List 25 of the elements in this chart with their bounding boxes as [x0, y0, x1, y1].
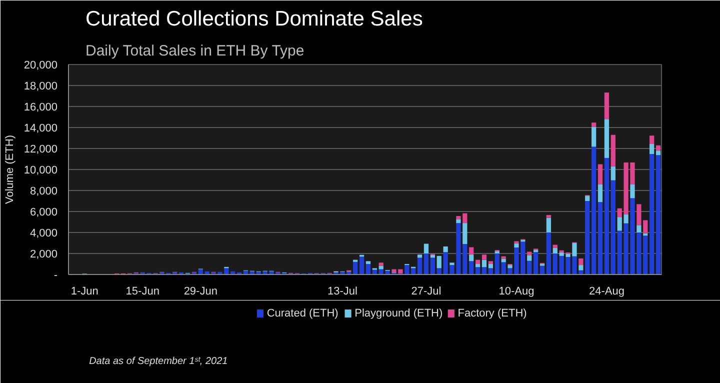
x-tick-label: 1-Jun — [70, 286, 98, 298]
y-tick-label: 18,000 — [24, 80, 58, 92]
legend-label: Factory (ETH) — [458, 308, 527, 320]
x-tick-label: 27-Jul — [411, 286, 442, 298]
y-tick-label: 12,000 — [24, 144, 58, 156]
x-tick-label: 13-Jul — [327, 286, 358, 298]
y-tick-label: 2,000 — [30, 248, 58, 260]
y-tick-label: 20,000 — [24, 60, 58, 72]
y-tick-label: - — [54, 270, 58, 282]
x-tick-label: 29-Jun — [184, 286, 218, 298]
chart-subtitle: Daily Total Sales in ETH By Type — [86, 42, 304, 60]
legend-label: Playground (ETH) — [354, 308, 443, 320]
x-tick-label: 24-Aug — [588, 286, 624, 298]
x-tick-label: 15-Jun — [126, 286, 160, 298]
y-axis-title: Volume (ETH) — [4, 134, 16, 204]
y-tick-label: 10,000 — [24, 164, 58, 176]
y-tick-label: 8,000 — [30, 186, 58, 198]
chart-title: Curated Collections Dominate Sales — [86, 8, 423, 30]
text: Data as of September 1ˢᵗ, 2021 — [89, 356, 228, 367]
y-tick-label: 6,000 — [30, 206, 58, 218]
y-tick-label: 4,000 — [30, 228, 58, 240]
y-tick-label: 16,000 — [24, 102, 58, 114]
x-tick-label: 10-Aug — [498, 286, 534, 298]
legend-label: Curated (ETH) — [266, 308, 338, 320]
y-tick-label: 14,000 — [24, 122, 58, 134]
